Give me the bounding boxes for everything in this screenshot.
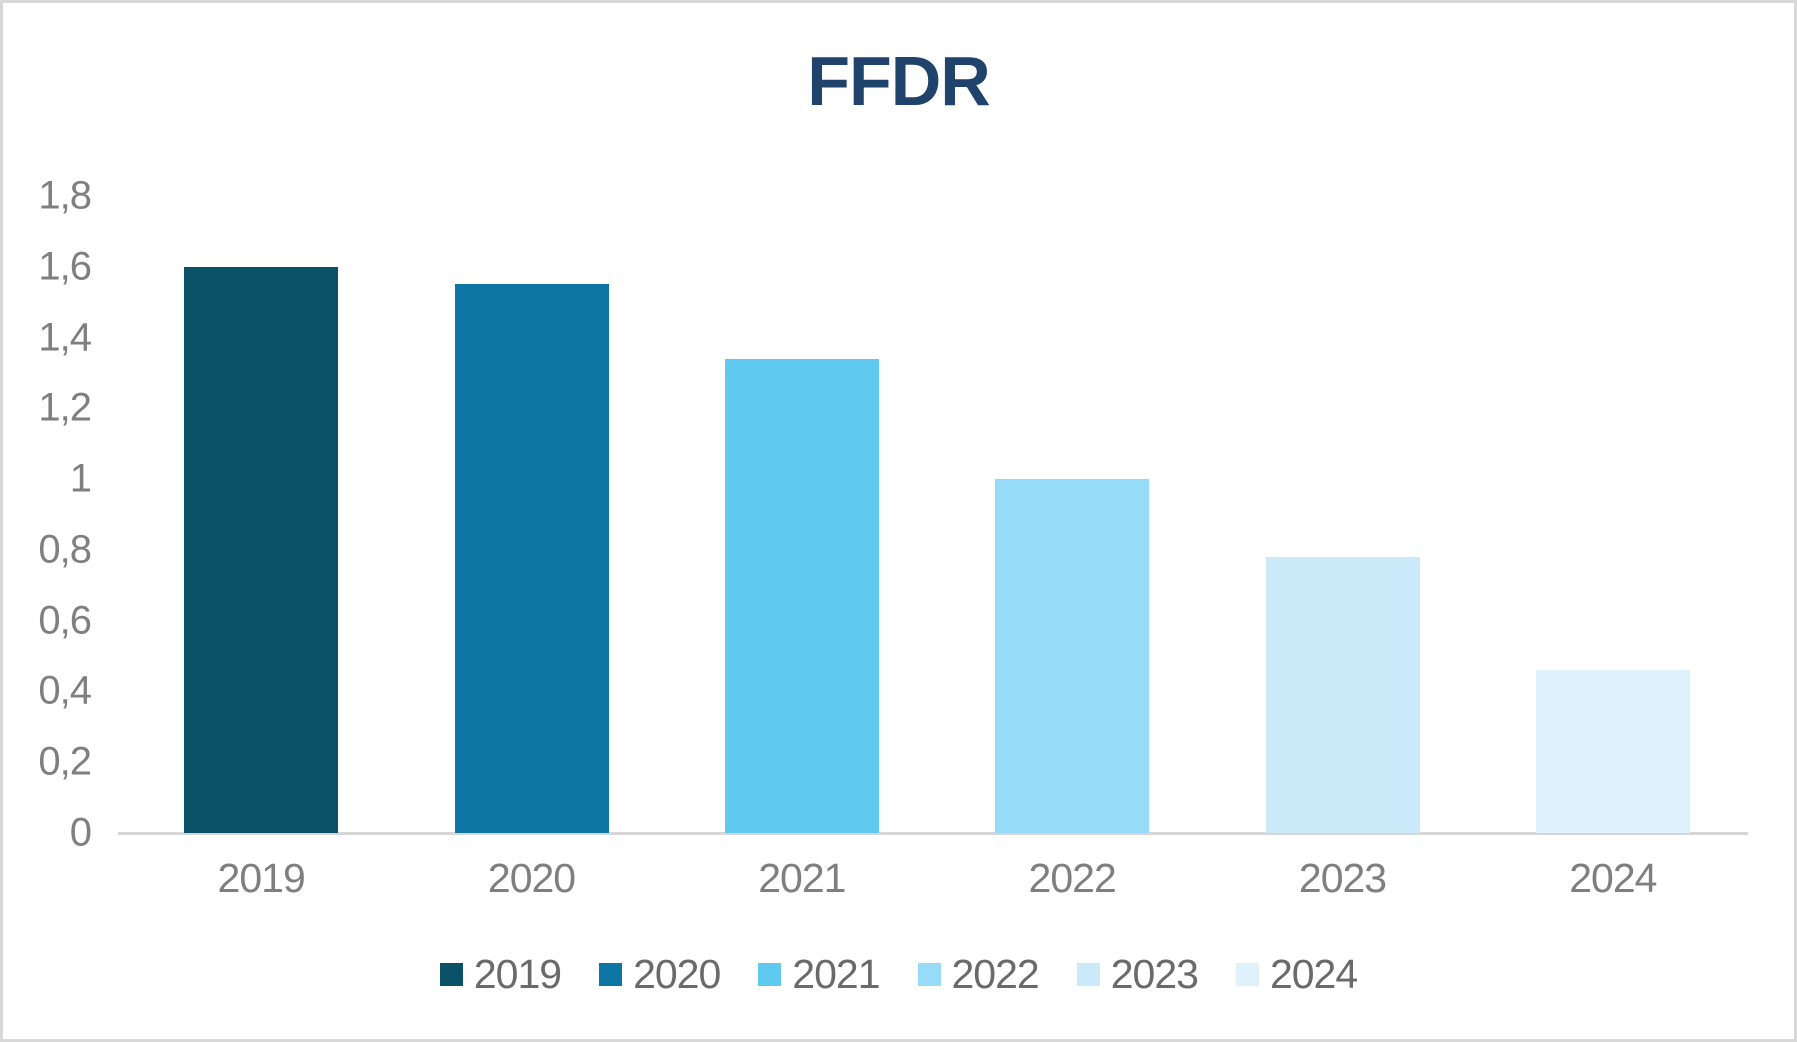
plot-area (118, 196, 1748, 835)
legend-item: 2019 (439, 951, 562, 998)
y-axis: 0 0,2 0,4 0,6 0,8 1 1,2 1,4 1,6 1,8 (3, 174, 92, 855)
legend-swatch-2020 (599, 963, 623, 986)
x-axis: 2019 2020 2021 2022 2023 2024 (126, 855, 1748, 903)
legend-item: 2023 (1076, 951, 1199, 998)
y-axis-tick-label: 0 (69, 810, 92, 855)
bar-2019 (184, 266, 339, 833)
legend-label: 2019 (473, 951, 562, 997)
legend-label: 2024 (1269, 951, 1358, 997)
bar-2020 (454, 284, 609, 833)
bar-2021 (724, 358, 879, 833)
legend-item: 2024 (1235, 951, 1358, 998)
x-axis-tick-label: 2024 (1569, 855, 1657, 901)
x-axis-tick-label: 2021 (758, 855, 846, 901)
legend-label: 2023 (1110, 951, 1199, 997)
bar-2022 (995, 479, 1150, 833)
legend-item: 2022 (917, 951, 1040, 998)
legend-swatch-2022 (917, 963, 941, 986)
bar-2024 (1535, 670, 1690, 833)
legend-item: 2021 (758, 951, 881, 998)
legend-swatch-2024 (1235, 963, 1259, 986)
x-axis-tick-label: 2019 (217, 855, 306, 901)
y-axis-tick-label: 1,8 (38, 173, 92, 218)
x-axis-tick-label: 2023 (1298, 855, 1387, 901)
bar-2023 (1265, 556, 1420, 833)
y-axis-tick-label: 0,2 (38, 739, 92, 784)
y-axis-tick-label: 0,4 (38, 668, 92, 713)
y-axis-tick-label: 0,8 (38, 527, 92, 572)
y-axis-tick-label: 1 (69, 456, 92, 501)
x-axis-line (118, 832, 1748, 835)
y-axis-tick-label: 1,6 (38, 244, 92, 289)
legend-swatch-2023 (1076, 963, 1100, 986)
chart-title: FFDR (807, 42, 991, 120)
x-axis-tick-label: 2020 (487, 855, 576, 901)
legend-label: 2021 (792, 951, 880, 997)
legend-item: 2020 (599, 951, 721, 998)
y-axis-tick-label: 1,4 (38, 315, 92, 360)
y-axis-tick-label: 1,2 (38, 385, 92, 430)
x-axis-tick-label: 2022 (1028, 855, 1117, 901)
legend: 2019 2020 2021 2022 2023 2024 (3, 951, 1794, 998)
legend-label: 2022 (951, 951, 1040, 997)
legend-swatch-2019 (439, 963, 463, 986)
legend-label: 2020 (633, 951, 721, 997)
legend-swatch-2021 (758, 963, 782, 986)
y-axis-tick-label: 0,6 (38, 598, 92, 643)
